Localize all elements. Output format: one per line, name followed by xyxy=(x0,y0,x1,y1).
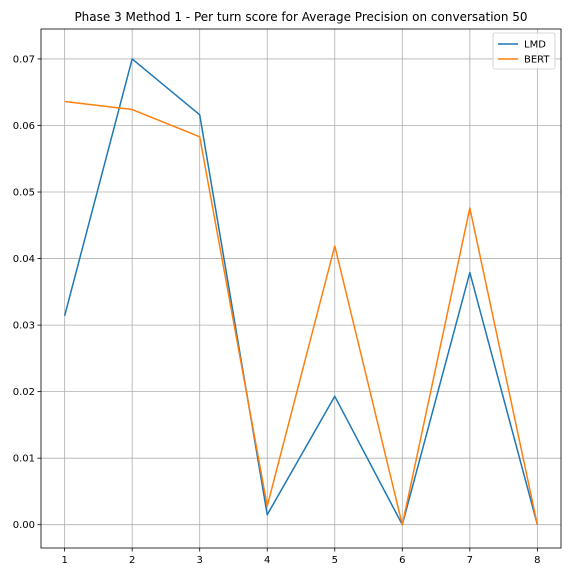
series-line-bert xyxy=(64,100,539,526)
y-tick-label: 0.05 xyxy=(13,188,35,199)
y-tick-label: 0.07 xyxy=(13,54,35,65)
chart-title: Phase 3 Method 1 - Per turn score for Av… xyxy=(74,10,527,24)
y-tick-label: 0.01 xyxy=(13,454,35,465)
legend-label-bert: BERT xyxy=(524,55,550,66)
x-tick-label: 8 xyxy=(534,555,540,566)
x-tick-label: 5 xyxy=(332,555,338,566)
x-tick-label: 6 xyxy=(399,555,405,566)
y-tick-label: 0.06 xyxy=(13,121,35,132)
y-tick-label: 0.02 xyxy=(13,387,35,398)
x-tick-label: 1 xyxy=(61,555,67,566)
x-tick-label: 2 xyxy=(129,555,135,566)
y-tick-label: 0.04 xyxy=(13,254,35,265)
legend: LMD BERT xyxy=(492,32,556,70)
legend-label-lmd: LMD xyxy=(524,40,546,51)
series-line-lmd xyxy=(63,58,539,526)
legend-box xyxy=(492,32,556,70)
plot-frame xyxy=(40,28,562,549)
x-tick-label: 4 xyxy=(264,555,270,566)
axis-ticks: 1 2 3 4 5 6 7 8 0.00 0.01 0.02 0.03 0.04 0.05 0.06 0.07 xyxy=(13,54,541,566)
x-tick-label: 3 xyxy=(197,555,203,566)
series-layer xyxy=(63,58,539,526)
x-tick-label: 7 xyxy=(467,555,473,566)
y-tick-label: 0.03 xyxy=(13,321,35,332)
grid-lines xyxy=(41,29,561,548)
y-tick-label: 0.00 xyxy=(13,520,35,531)
